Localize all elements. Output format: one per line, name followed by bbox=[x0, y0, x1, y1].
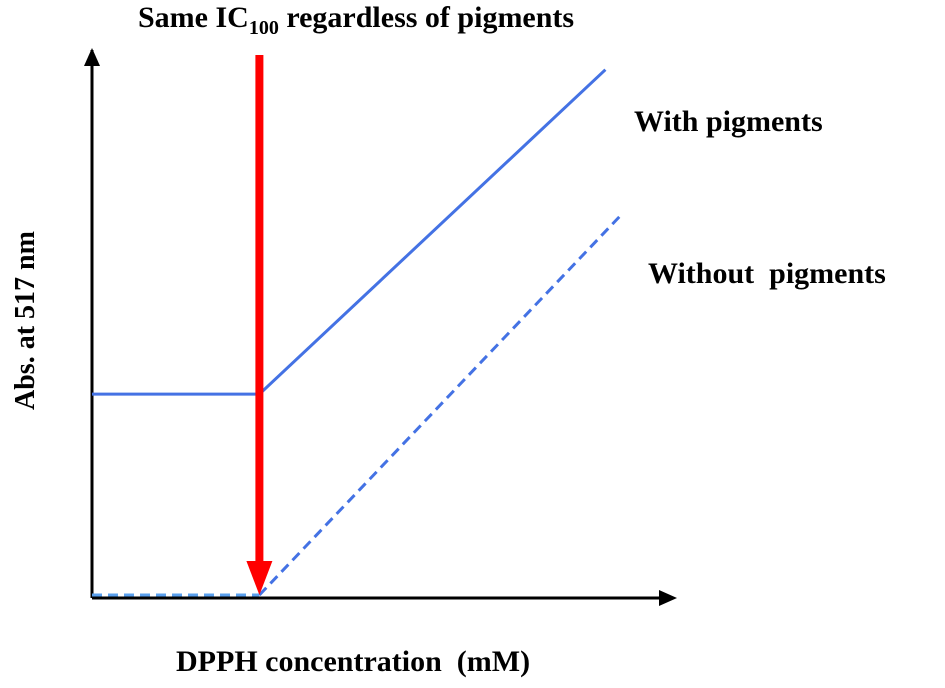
chart-title-prefix: Same IC bbox=[138, 1, 249, 34]
series-label-without-pigments: Without pigments bbox=[648, 257, 886, 290]
series-layer bbox=[92, 68, 624, 597]
annotation-layer bbox=[246, 55, 273, 595]
series-label-with-pigments: With pigments bbox=[634, 105, 823, 138]
chart-title-suffix: regardless of pigments bbox=[279, 1, 574, 34]
y-axis-arrowhead bbox=[84, 48, 100, 66]
series-line-1 bbox=[258, 212, 624, 597]
annotation-arrow-head-0 bbox=[246, 561, 273, 595]
x-axis-arrowhead bbox=[659, 590, 677, 606]
axes bbox=[84, 48, 677, 606]
chart-title-subscript: 100 bbox=[249, 17, 279, 39]
y-axis-label: Abs. at 517 nm bbox=[10, 231, 41, 410]
series-line-0 bbox=[92, 68, 607, 396]
chart-title: Same IC100 regardless of pigments bbox=[138, 1, 574, 39]
x-axis-label: DPPH concentration (mM) bbox=[176, 645, 530, 678]
